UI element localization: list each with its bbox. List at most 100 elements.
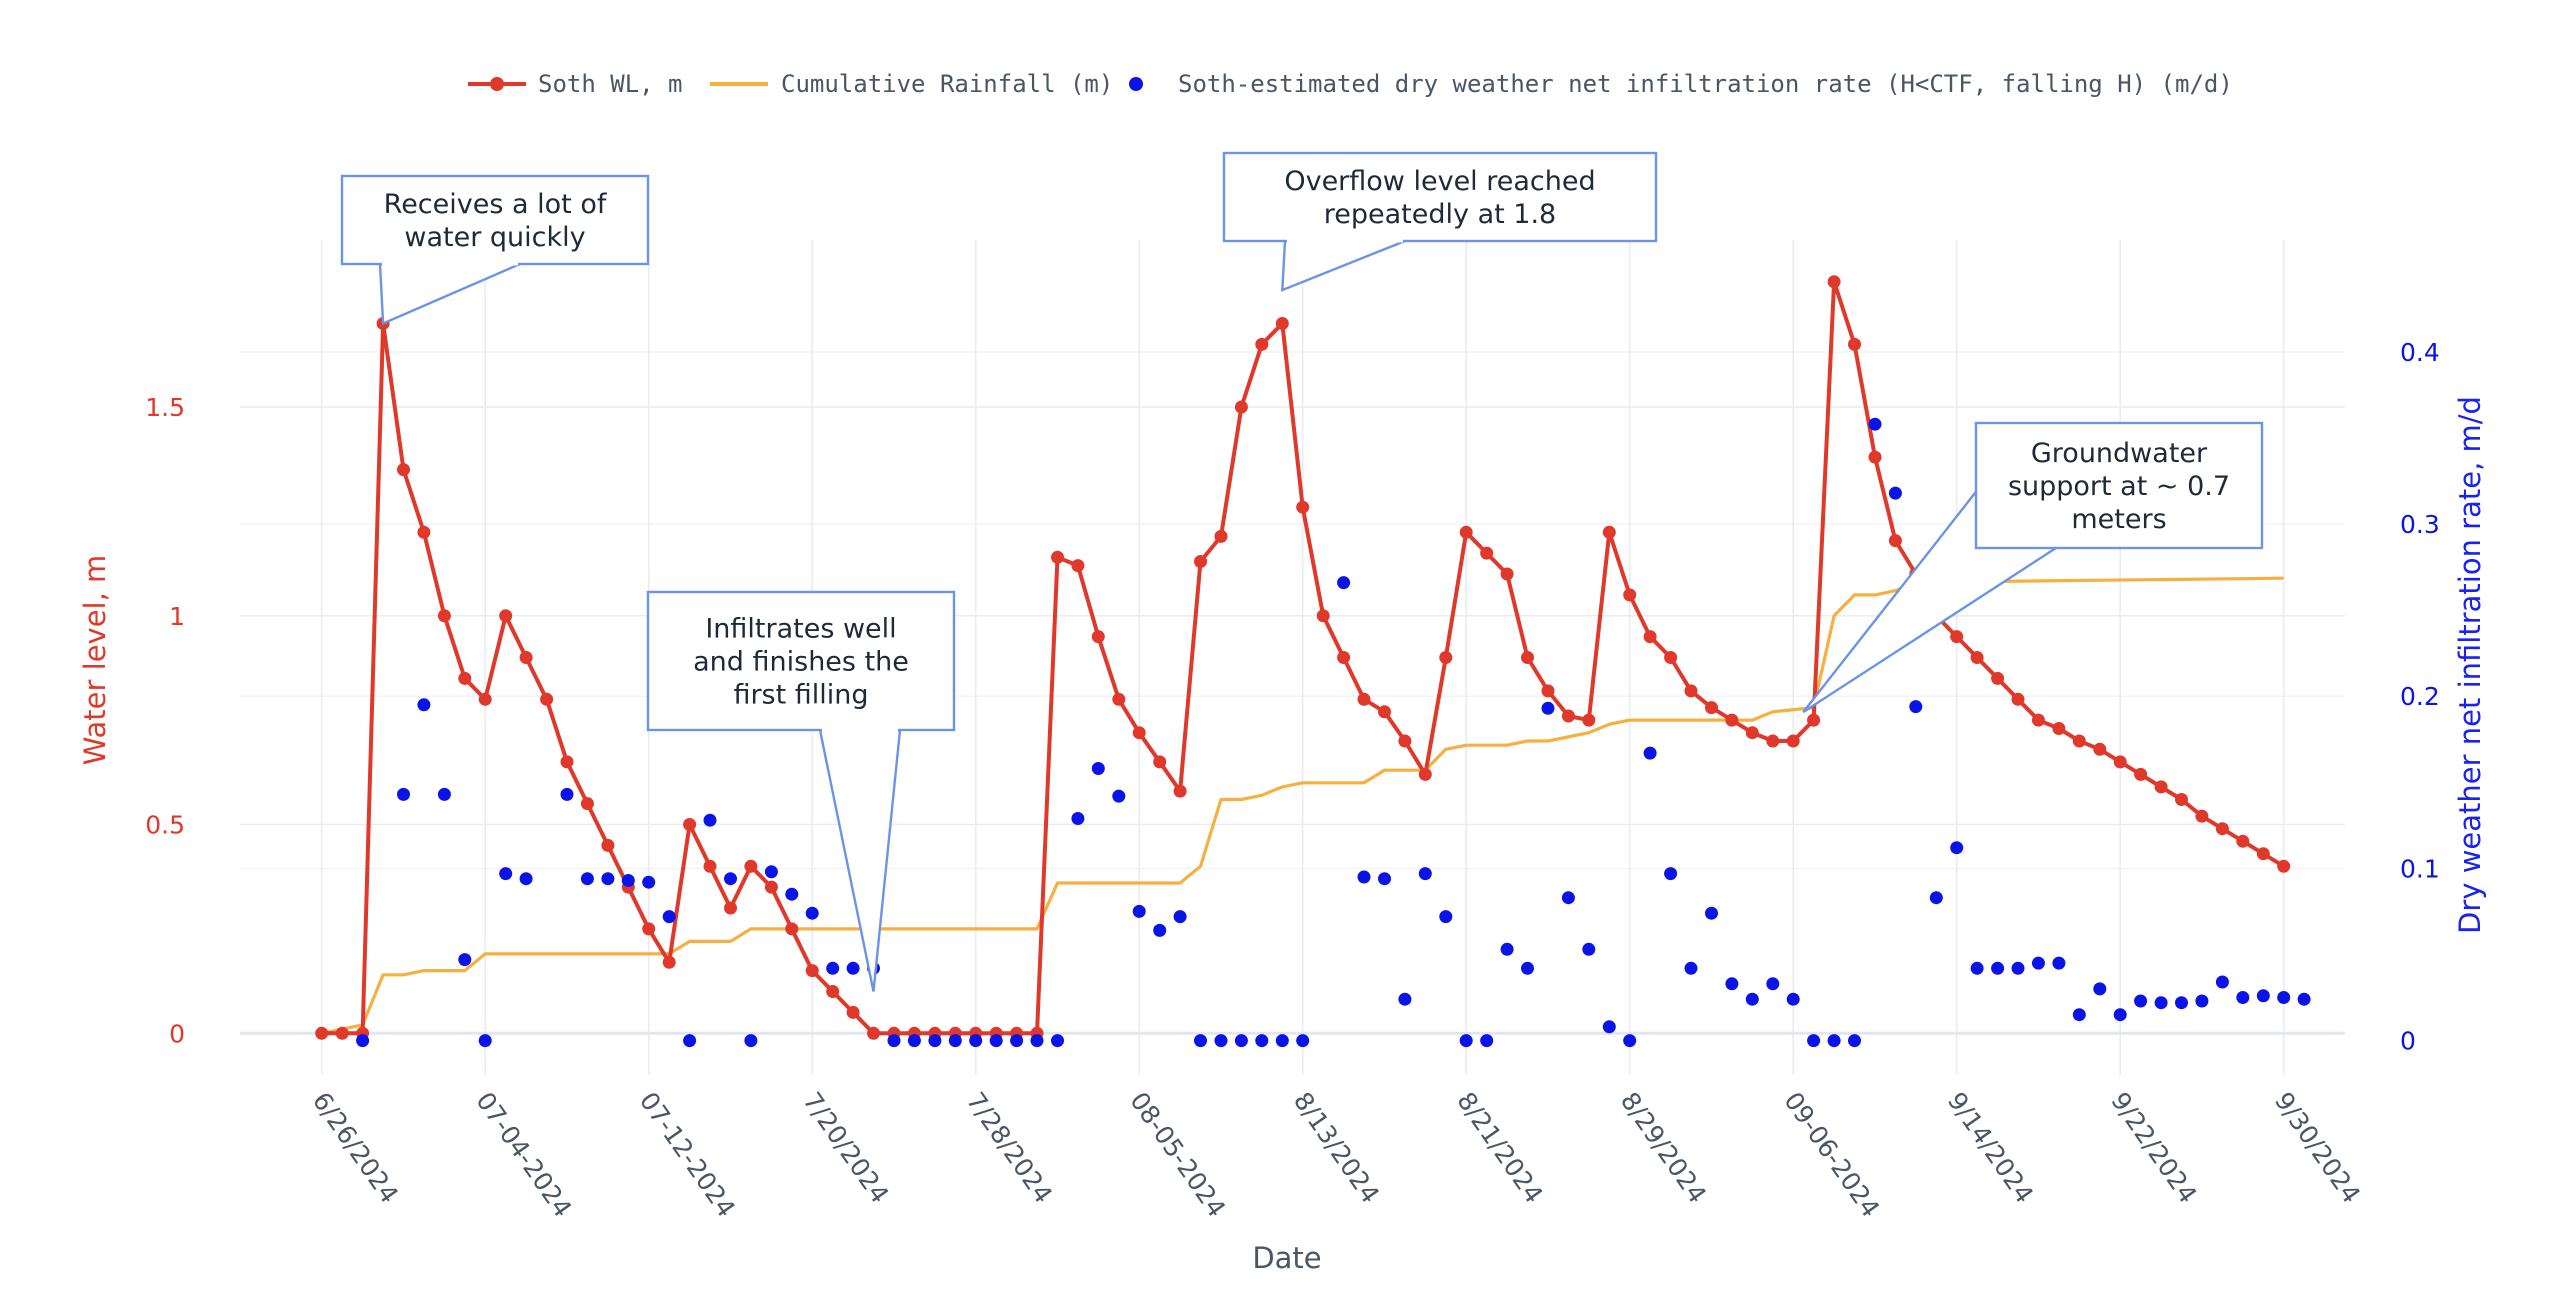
- infiltration-rate-point[interactable]: [948, 1034, 962, 1048]
- infiltration-rate-point[interactable]: [417, 698, 431, 712]
- infiltration-rate-point[interactable]: [2134, 994, 2148, 1008]
- infiltration-rate-point[interactable]: [683, 1034, 697, 1048]
- infiltration-rate-point[interactable]: [1296, 1034, 1310, 1048]
- infiltration-rate-point[interactable]: [805, 906, 819, 920]
- water-level-point[interactable]: [1296, 500, 1310, 514]
- infiltration-rate-point[interactable]: [1725, 977, 1739, 991]
- infiltration-rate-point[interactable]: [1275, 1034, 1289, 1048]
- water-level-point[interactable]: [805, 964, 819, 978]
- water-level-point[interactable]: [826, 985, 840, 998]
- infiltration-rate-point[interactable]: [601, 872, 615, 886]
- water-level-point[interactable]: [315, 1026, 329, 1040]
- water-level-point[interactable]: [683, 818, 697, 831]
- infiltration-rate-point[interactable]: [2072, 1008, 2086, 1022]
- water-level-point[interactable]: [1173, 784, 1187, 798]
- infiltration-rate-point[interactable]: [1112, 789, 1126, 803]
- infiltration-rate-point[interactable]: [2031, 956, 2045, 970]
- water-level-point[interactable]: [1786, 734, 1800, 748]
- infiltration-rate-point[interactable]: [1991, 961, 2005, 975]
- water-level-point[interactable]: [2277, 859, 2291, 873]
- infiltration-rate-point[interactable]: [1868, 417, 1882, 431]
- infiltration-rate-point[interactable]: [397, 787, 410, 801]
- infiltration-rate-point[interactable]: [1357, 870, 1371, 884]
- infiltration-rate-point[interactable]: [1153, 923, 1167, 937]
- infiltration-rate-point[interactable]: [1827, 1034, 1841, 1048]
- infiltration-rate-point[interactable]: [580, 872, 594, 886]
- water-level-point[interactable]: [335, 1026, 349, 1040]
- water-level-point[interactable]: [560, 755, 574, 769]
- infiltration-rate-point[interactable]: [2277, 991, 2291, 1004]
- water-level-point[interactable]: [1745, 726, 1759, 740]
- infiltration-rate-point[interactable]: [703, 813, 717, 827]
- water-level-point[interactable]: [1091, 630, 1105, 644]
- infiltration-rate-point[interactable]: [744, 1034, 758, 1048]
- infiltration-rate-point[interactable]: [1091, 762, 1105, 775]
- water-level-point[interactable]: [2256, 847, 2270, 861]
- water-level-point[interactable]: [2072, 734, 2086, 748]
- water-level-point[interactable]: [1316, 609, 1330, 623]
- water-level-point[interactable]: [1071, 559, 1085, 573]
- infiltration-rate-point[interactable]: [1684, 961, 1698, 975]
- infiltration-rate-point[interactable]: [2175, 996, 2188, 1010]
- infiltration-rate-point[interactable]: [1418, 867, 1432, 881]
- infiltration-rate-point[interactable]: [519, 872, 533, 886]
- water-level-point[interactable]: [1541, 684, 1555, 698]
- water-level-point[interactable]: [867, 1026, 880, 1040]
- infiltration-rate-point[interactable]: [1705, 906, 1718, 920]
- water-level-point[interactable]: [1051, 550, 1064, 564]
- water-level-point[interactable]: [2154, 780, 2168, 794]
- water-level-point[interactable]: [417, 525, 431, 539]
- water-level-point[interactable]: [2011, 692, 2025, 706]
- water-level-point[interactable]: [1582, 713, 1596, 727]
- water-level-point[interactable]: [1868, 450, 1882, 464]
- infiltration-rate-point[interactable]: [1786, 992, 1800, 1006]
- infiltration-rate-point[interactable]: [1521, 961, 1534, 975]
- infiltration-rate-point[interactable]: [1582, 942, 1596, 956]
- infiltration-rate-point[interactable]: [846, 961, 860, 975]
- water-level-point[interactable]: [744, 859, 758, 873]
- water-level-point[interactable]: [1991, 671, 2005, 685]
- water-level-point[interactable]: [2175, 793, 2188, 806]
- infiltration-rate-point[interactable]: [437, 787, 451, 801]
- legend[interactable]: Soth WL, m Cumulative Rainfall (m) Soth-…: [468, 70, 2233, 98]
- water-level-point[interactable]: [1357, 692, 1371, 706]
- water-level-point[interactable]: [1643, 630, 1657, 644]
- water-level-point[interactable]: [1214, 529, 1228, 543]
- infiltration-rate-point[interactable]: [1888, 486, 1902, 500]
- infiltration-rate-point[interactable]: [2297, 992, 2311, 1006]
- infiltration-rate-point[interactable]: [1643, 746, 1657, 760]
- water-level-point[interactable]: [1378, 705, 1391, 719]
- water-level-point[interactable]: [519, 651, 533, 664]
- water-level-point[interactable]: [580, 797, 594, 811]
- infiltration-rate-point[interactable]: [1010, 1034, 1024, 1048]
- infiltration-rate-point[interactable]: [1745, 992, 1759, 1006]
- infiltration-rate-point[interactable]: [2195, 994, 2209, 1008]
- water-level-point[interactable]: [1459, 525, 1473, 539]
- infiltration-rate-point[interactable]: [2154, 996, 2168, 1010]
- infiltration-rate-point[interactable]: [1623, 1034, 1637, 1048]
- infiltration-rate-point[interactable]: [1459, 1034, 1473, 1048]
- infiltration-rate-point[interactable]: [1030, 1034, 1044, 1048]
- infiltration-rate-point[interactable]: [2011, 961, 2025, 975]
- infiltration-rate-point[interactable]: [1500, 942, 1514, 956]
- infiltration-rate-point[interactable]: [826, 961, 840, 975]
- infiltration-rate-point[interactable]: [1848, 1034, 1861, 1048]
- water-level-point[interactable]: [1337, 651, 1351, 664]
- water-level-point[interactable]: [478, 692, 492, 706]
- water-level-point[interactable]: [1888, 534, 1902, 548]
- water-level-point[interactable]: [724, 901, 737, 915]
- water-level-point[interactable]: [1602, 525, 1616, 539]
- water-level-point[interactable]: [1807, 713, 1821, 727]
- water-level-point[interactable]: [1970, 651, 1984, 664]
- water-level-point[interactable]: [458, 671, 472, 685]
- infiltration-rate-point[interactable]: [1561, 891, 1575, 905]
- infiltration-rate-point[interactable]: [1378, 872, 1391, 886]
- infiltration-rate-point[interactable]: [1398, 992, 1412, 1006]
- infiltration-rate-point[interactable]: [1970, 961, 1984, 975]
- water-level-point[interactable]: [1275, 317, 1289, 330]
- infiltration-rate-point[interactable]: [1337, 576, 1351, 590]
- infiltration-rate-point[interactable]: [1214, 1034, 1228, 1048]
- infiltration-rate-point[interactable]: [1194, 1034, 1207, 1048]
- water-level-point[interactable]: [499, 609, 513, 623]
- infiltration-rate-point[interactable]: [1929, 891, 1943, 905]
